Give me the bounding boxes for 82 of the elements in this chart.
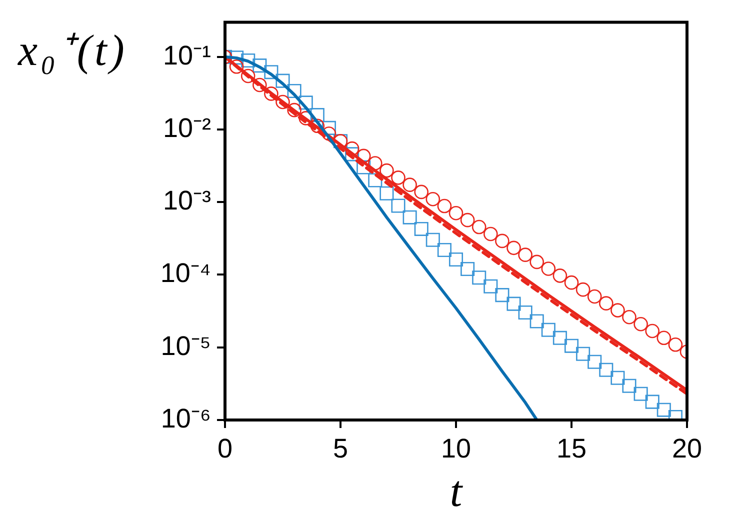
point	[414, 222, 428, 236]
point	[634, 316, 648, 332]
point	[380, 163, 394, 178]
point	[276, 94, 290, 110]
point	[576, 282, 590, 297]
point	[344, 141, 360, 156]
x-tick-label: 5	[332, 434, 348, 464]
point	[552, 268, 568, 283]
point	[622, 378, 636, 393]
point	[472, 270, 486, 285]
point	[564, 338, 579, 353]
point	[356, 148, 371, 164]
point	[599, 296, 614, 310]
point	[668, 338, 683, 352]
point	[656, 402, 671, 417]
point	[448, 252, 464, 267]
point	[460, 262, 475, 276]
point	[252, 78, 267, 92]
point	[587, 289, 602, 304]
point	[518, 305, 532, 320]
point	[634, 386, 648, 401]
point	[495, 288, 510, 302]
point	[645, 394, 660, 409]
point	[530, 254, 544, 270]
y-tick-label: 10⁻⁴	[160, 258, 211, 288]
x-tick-label: 15	[556, 434, 587, 464]
point	[541, 322, 556, 337]
point	[506, 240, 521, 256]
point	[437, 243, 452, 258]
x-tick-label: 10	[440, 434, 472, 464]
point	[518, 248, 532, 262]
point	[276, 74, 290, 88]
point	[310, 108, 324, 122]
point	[564, 275, 579, 290]
y-axis-title: x₀⁺(t)	[18, 25, 128, 77]
point	[264, 65, 278, 80]
point	[622, 310, 636, 324]
point	[264, 86, 278, 101]
y-tick-label: 10⁻³	[162, 186, 211, 216]
point	[391, 198, 406, 213]
point	[402, 210, 417, 224]
point	[656, 330, 672, 346]
point	[460, 212, 475, 228]
point	[230, 50, 244, 65]
point	[287, 102, 302, 118]
point	[472, 220, 486, 234]
point	[298, 96, 313, 110]
point	[541, 262, 556, 276]
point	[310, 118, 325, 134]
point	[506, 296, 521, 311]
point	[426, 232, 440, 247]
point	[610, 370, 625, 385]
point	[588, 354, 602, 369]
point	[495, 234, 510, 248]
point	[414, 184, 428, 200]
point	[380, 186, 394, 200]
point	[448, 206, 464, 220]
point	[484, 226, 498, 242]
point	[252, 58, 267, 73]
point	[368, 156, 382, 170]
point	[402, 178, 417, 192]
y-tick-label: 10⁻⁶	[160, 403, 211, 434]
x-tick-label: 20	[672, 434, 702, 464]
point	[426, 192, 440, 206]
point	[645, 324, 660, 338]
x-axis-title: t	[450, 467, 464, 516]
point	[287, 84, 302, 98]
point	[530, 314, 544, 328]
x-tick-label: 0	[217, 434, 233, 464]
y-tick-label: 10⁻²	[162, 112, 211, 143]
point	[229, 60, 244, 74]
point	[241, 53, 256, 68]
point	[599, 362, 614, 377]
point	[484, 279, 498, 294]
point	[240, 68, 256, 84]
y-tick-label: 10⁻⁵	[160, 330, 211, 361]
point	[437, 198, 452, 214]
y-tick-label: 10⁻¹	[162, 40, 211, 70]
point	[391, 170, 406, 185]
point	[552, 330, 567, 345]
point	[610, 303, 625, 318]
point	[576, 346, 590, 361]
